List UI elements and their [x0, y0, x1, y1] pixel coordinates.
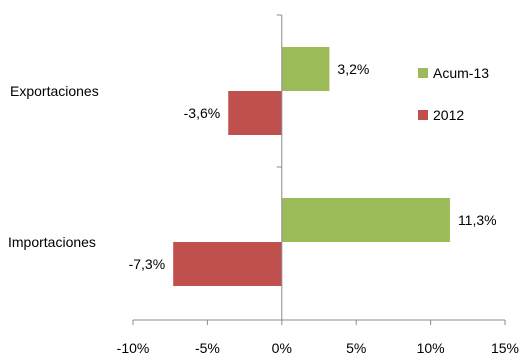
data-label: 3,2%: [337, 61, 369, 77]
data-label: -3,6%: [184, 105, 221, 121]
bar-2012-importaciones: [173, 242, 282, 286]
x-tick-label: 10%: [417, 340, 445, 356]
legend-swatch-acum-13: [418, 68, 428, 78]
labels-layer: 3,2% 11,3% -3,6% -7,3% -10% -5% 0% 5% 10% 15% Expo…: [8, 61, 519, 356]
bar-acum-13-exportaciones: [281, 47, 330, 91]
legend-label-2012: 2012: [433, 107, 464, 123]
x-tick-label: 5%: [346, 340, 366, 356]
axes-layer: [132, 14, 506, 325]
bar-acum-13-importaciones: [281, 198, 450, 242]
legend-label-acum-13: Acum-13: [433, 65, 489, 81]
x-tick-label: 0%: [272, 340, 292, 356]
bars-layer: [173, 47, 450, 286]
x-tick-label: -10%: [117, 340, 150, 356]
x-tick-label: 15%: [491, 340, 519, 356]
legend-swatch-2012: [418, 110, 428, 120]
data-label: -7,3%: [129, 256, 166, 272]
legend: Acum-13 2012: [418, 65, 489, 123]
category-label-exportaciones: Exportaciones: [10, 83, 99, 99]
data-label: 11,3%: [458, 212, 497, 228]
bar-2012-exportaciones: [228, 91, 282, 135]
category-label-importaciones: Importaciones: [8, 234, 96, 250]
x-tick-label: -5%: [195, 340, 220, 356]
